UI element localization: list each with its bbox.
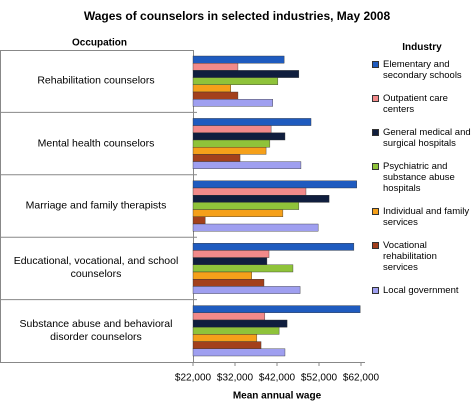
bar [192,271,252,280]
y-axis-title: Occupation [72,38,127,49]
y-tick-label: Marriage and family therapists [25,199,167,212]
legend-label: Individual and family services [383,206,470,228]
legend-label: Elementary and secondary schools [383,59,462,81]
bar [192,223,319,232]
bar [192,132,286,141]
x-tick-label: $42,000 [259,373,296,384]
legend-item: Elementary and secondary schools [372,59,472,81]
y-tick-label: Educational, vocational, and school coun… [13,255,179,281]
bar [192,257,268,266]
bar [192,180,358,189]
bar [192,118,312,126]
bar [192,161,302,170]
bar [192,209,284,218]
legend-item: Outpatient care centers [372,93,472,115]
bar [192,91,239,100]
legend: Industry Elementary and secondary school… [372,42,472,308]
legend-label: General medical and surgical hospitals [383,127,471,149]
bar [192,139,271,148]
legend-label: Psychiatric and substance abuse hospital… [383,161,455,194]
bar [192,348,286,357]
bar [192,327,280,335]
legend-item: Individual and family services [372,206,472,228]
bar [192,264,294,273]
bar [192,84,231,93]
bar [192,216,206,225]
legend-swatch [372,163,379,170]
legend-item: General medical and surgical hospitals [372,127,472,149]
bar [192,250,270,258]
legend-swatch [372,129,379,136]
x-tick-label: $62,000 [343,373,380,384]
bar [192,77,279,85]
bar [192,279,265,287]
legend-title: Industry [402,42,442,53]
legend-label: Vocational rehabilitation services [383,240,437,273]
bar [192,55,285,64]
y-tick-label: Substance abuse and behavioral disorder … [19,317,173,343]
bar [192,70,300,78]
bar [192,98,274,107]
legend-swatch [372,95,379,102]
legend-swatch [372,61,379,68]
legend-label: Outpatient care centers [383,93,448,115]
bar [192,312,266,321]
bar [192,305,361,314]
legend-item: Psychiatric and substance abuse hospital… [372,161,472,194]
bar [192,334,258,342]
bar [192,202,300,210]
legend-swatch [372,242,379,249]
x-tick-label: $52,000 [301,373,338,384]
bar [192,146,267,155]
bar [192,154,241,162]
legend-label: Local government [383,285,459,296]
y-tick-label: Mental health counselors [37,137,155,150]
bar [192,194,330,203]
bar [192,286,301,294]
x-tick-label: $32,000 [217,373,254,384]
x-tick-label: $22,000 [175,373,212,384]
bar [192,63,239,71]
legend-swatch [372,208,379,215]
bar [192,319,288,328]
chart-title: Wages of counselors in selected industri… [84,9,391,23]
bar [192,341,262,350]
legend-item: Local government [372,285,472,296]
bar [192,125,272,133]
y-tick-label: Rehabilitation counselors [37,74,155,87]
x-axis-title: Mean annual wage [233,391,322,402]
bar [192,242,355,251]
legend-swatch [372,287,379,294]
bar [192,187,307,196]
legend-item: Vocational rehabilitation services [372,240,472,273]
